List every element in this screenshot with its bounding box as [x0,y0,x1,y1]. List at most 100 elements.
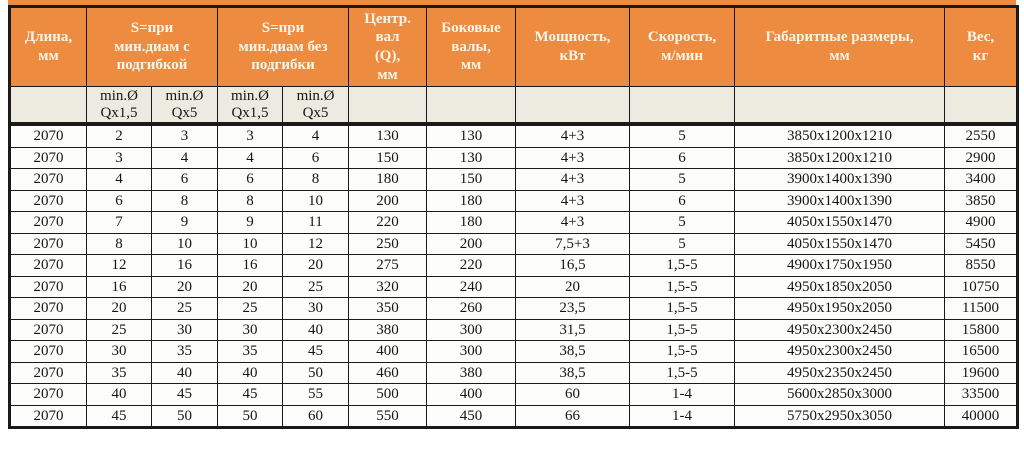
cell: 150 [426,168,517,191]
cell: 5 [629,168,736,191]
cell: 10 [217,232,284,255]
cell: 33500 [944,383,1019,406]
cell: 50 [282,361,350,384]
cell: 40 [282,318,350,341]
cell: 2070 [9,254,87,277]
cell: 3850x1200x1210 [734,123,946,148]
cell: 2070 [9,123,87,148]
table-row: 2070 7 9 9 11 220 180 4+3 5 4050x1550x1470 4900 [9,211,1019,234]
subheader-min-diam-qx5-with-bend: min.Ø Qx5 [150,86,219,126]
cell: 10 [282,189,350,212]
cell: 1,5-5 [629,340,736,363]
table-row: 2070 6 8 8 10 200 180 4+3 6 3900x1400x1390 3850 [9,189,1019,212]
cell: 400 [426,383,517,406]
cell: 2070 [9,340,87,363]
cell: 38,5 [515,340,631,363]
cell: 240 [426,275,517,298]
cell: 60 [282,404,350,428]
subheader-min-diam-qx1-5-with-bend: min.Ø Qx1,5 [86,86,152,126]
cell: 250 [348,232,428,255]
cell: 1,5-5 [629,254,736,277]
cell: 16 [217,254,284,277]
subheader-empty-dimensions [734,86,946,126]
cell: 130 [426,123,517,148]
column-header-length: Длина, мм [9,6,87,87]
cell: 130 [426,146,517,169]
header-row: Длина, мм S=при мин.диам с подгибкой S=при… [9,6,1019,87]
cell: 3 [150,123,219,148]
column-header-power: Мощность, кВт [515,6,631,87]
cell: 2070 [9,211,87,234]
cell: 2070 [9,361,87,384]
cell: 6 [86,189,152,212]
cell: 40 [86,383,152,406]
cell: 180 [426,189,517,212]
cell: 6 [217,168,284,191]
column-header-side-shafts: Боковые валы, мм [426,6,517,87]
cell: 1,5-5 [629,297,736,320]
cell: 220 [426,254,517,277]
cell: 1-4 [629,404,736,428]
cell: 4+3 [515,123,631,148]
cell: 200 [348,189,428,212]
cell: 2070 [9,146,87,169]
cell: 2550 [944,123,1019,148]
cell: 400 [348,340,428,363]
cell: 130 [348,123,428,148]
cell: 4+3 [515,146,631,169]
cell: 300 [426,340,517,363]
cell: 2070 [9,297,87,320]
cell: 9 [150,211,219,234]
table-row: 2070 2 3 3 4 130 130 4+3 5 3850x1200x1210 2550 [9,123,1019,148]
table-row: 2070 12 16 16 20 275 220 16,5 1,5-5 4900x1750x195… [9,254,1019,277]
cell: 5 [629,211,736,234]
column-header-speed: Скорость, м/мин [629,6,736,87]
spec-table-grid: Длина, мм S=при мин.диам с подгибкой S=при… [8,5,1020,429]
cell: 10 [150,232,219,255]
cell: 2900 [944,146,1019,169]
cell: 275 [348,254,428,277]
table-row: 2070 25 30 30 40 380 300 31,5 1,5-5 4950x2300x245… [9,318,1019,341]
cell: 40 [217,361,284,384]
cell: 4950x1850x2050 [734,275,946,298]
cell: 38,5 [515,361,631,384]
cell: 6 [282,146,350,169]
table-row: 2070 8 10 10 12 250 200 7,5+3 5 4050x1550x1470 545… [9,232,1019,255]
cell: 350 [348,297,428,320]
cell: 19600 [944,361,1019,384]
cell: 200 [426,232,517,255]
cell: 2070 [9,168,87,191]
cell: 1,5-5 [629,275,736,298]
cell: 4050x1550x1470 [734,211,946,234]
subheader-row: min.Ø Qx1,5 min.Ø Qx5 min.Ø Qx1,5 min.Ø Qx5 [9,86,1019,126]
subheader-empty-central-shaft [348,86,428,126]
cell: 66 [515,404,631,428]
cell: 45 [150,383,219,406]
cell: 1,5-5 [629,361,736,384]
cell: 2070 [9,189,87,212]
cell: 35 [150,340,219,363]
cell: 15800 [944,318,1019,341]
cell: 50 [217,404,284,428]
cell: 25 [150,297,219,320]
subheader-min-diam-qx5-without-bend: min.Ø Qx5 [282,86,350,126]
cell: 16500 [944,340,1019,363]
cell: 7 [86,211,152,234]
cell: 5600x2850x3000 [734,383,946,406]
cell: 7,5+3 [515,232,631,255]
cell: 2070 [9,232,87,255]
cell: 5450 [944,232,1019,255]
cell: 35 [217,340,284,363]
cell: 180 [426,211,517,234]
cell: 3900x1400x1390 [734,189,946,212]
cell: 8 [217,189,284,212]
column-header-weight: Вес, кг [944,6,1019,87]
cell: 6 [150,168,219,191]
cell: 500 [348,383,428,406]
table-row: 2070 45 50 50 60 550 450 66 1-4 5750x2950x3050 400… [9,404,1019,428]
cell: 50 [150,404,219,428]
column-header-central-shaft: Центр. вал (Q), мм [348,6,428,87]
cell: 3 [217,123,284,148]
cell: 180 [348,168,428,191]
cell: 6 [629,189,736,212]
